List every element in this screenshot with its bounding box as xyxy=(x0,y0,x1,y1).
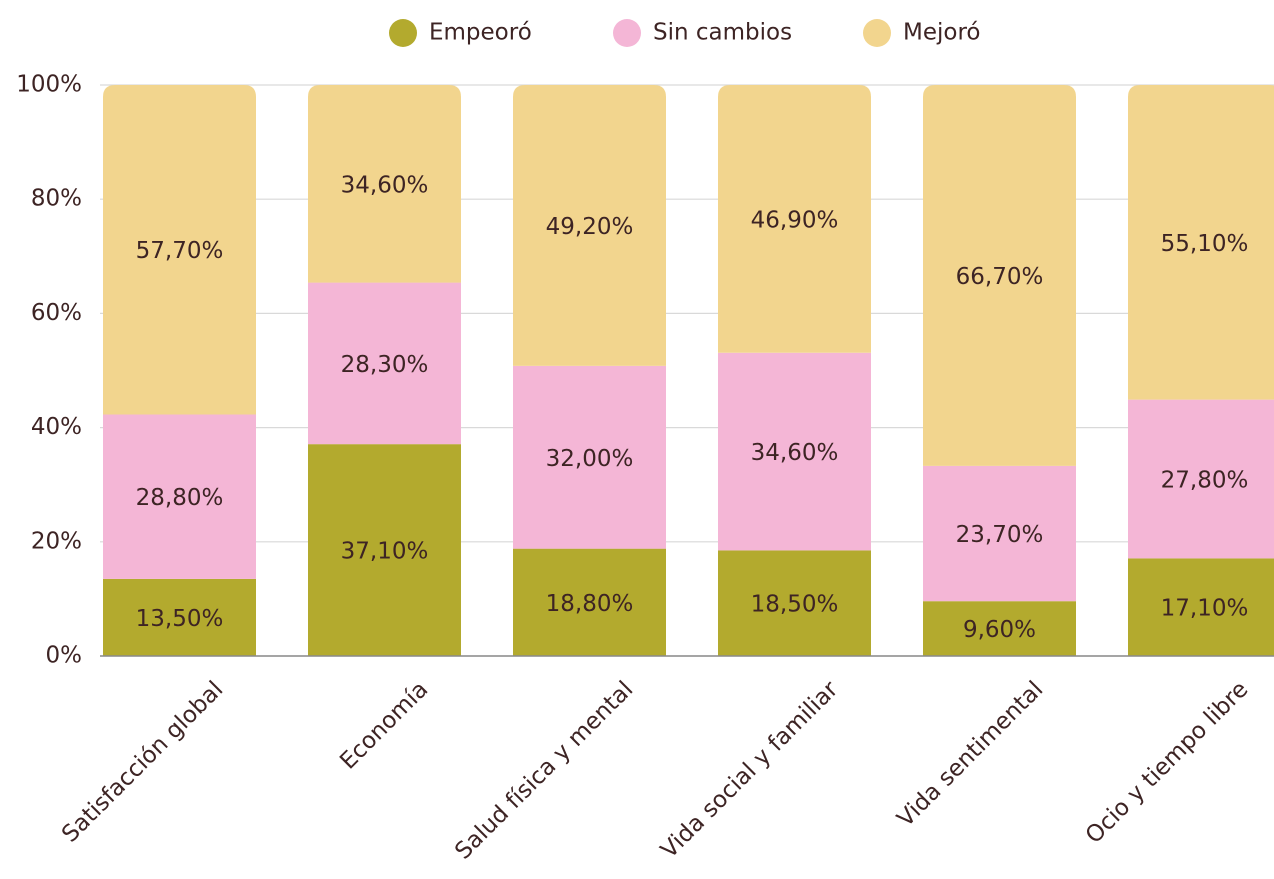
data-label: 9,60% xyxy=(963,617,1036,643)
data-label: 28,80% xyxy=(136,485,224,511)
bar-segment xyxy=(103,85,256,415)
data-label: 55,10% xyxy=(1161,231,1249,257)
x-tick-label: Vida sentimental xyxy=(892,676,1048,832)
bar-segment xyxy=(718,352,871,551)
bar-segment xyxy=(308,282,461,445)
y-tick-label: 0% xyxy=(46,643,83,669)
y-tick-label: 60% xyxy=(31,300,82,326)
data-label: 32,00% xyxy=(546,446,634,472)
legend-swatch xyxy=(389,19,417,47)
data-label: 37,10% xyxy=(341,539,429,565)
data-label: 49,20% xyxy=(546,214,634,240)
bar-segment xyxy=(308,444,461,656)
legend-swatch xyxy=(863,19,891,47)
legend-label: Mejoró xyxy=(903,20,980,46)
data-label: 13,50% xyxy=(136,606,224,632)
legend-label: Sin cambios xyxy=(653,20,792,46)
data-label: 57,70% xyxy=(136,238,224,264)
data-label: 28,30% xyxy=(341,352,429,378)
bar-segment xyxy=(718,85,871,353)
bar-segment xyxy=(923,465,1076,602)
data-label: 46,90% xyxy=(751,207,839,233)
data-label: 34,60% xyxy=(341,172,429,198)
data-label: 66,70% xyxy=(956,264,1044,290)
data-label: 23,70% xyxy=(956,522,1044,548)
bar-segment xyxy=(1128,85,1274,400)
bar-segment xyxy=(1128,399,1274,559)
x-tick-label: Ocio y tiempo libre xyxy=(1081,676,1253,848)
x-tick-label: Salud física y mental xyxy=(450,676,638,864)
y-tick-label: 100% xyxy=(16,72,82,98)
x-tick-label: Satisfacción global xyxy=(57,676,228,847)
data-label: 18,80% xyxy=(546,591,634,617)
data-label: 27,80% xyxy=(1161,467,1249,493)
bar-segment xyxy=(513,548,666,656)
data-label: 17,10% xyxy=(1161,596,1249,622)
data-label: 34,60% xyxy=(751,440,839,466)
bar-segment xyxy=(103,578,256,656)
legend-label: Empeoró xyxy=(429,20,532,46)
y-tick-label: 40% xyxy=(31,414,82,440)
y-tick-label: 20% xyxy=(31,528,82,554)
bar-segment xyxy=(513,85,666,366)
x-tick-label: Economía xyxy=(335,676,433,774)
bar-segment xyxy=(923,85,1076,466)
y-tick-label: 80% xyxy=(31,186,82,212)
bar-segment xyxy=(1128,558,1274,656)
x-tick-label: Vida social y familiar xyxy=(656,676,844,864)
bar-segment xyxy=(718,550,871,656)
data-label: 18,50% xyxy=(751,592,839,618)
bar-segment xyxy=(923,601,1076,656)
bar-segment xyxy=(308,85,461,283)
bar-segment xyxy=(513,365,666,549)
bar-segment xyxy=(103,414,256,579)
legend-swatch xyxy=(613,19,641,47)
